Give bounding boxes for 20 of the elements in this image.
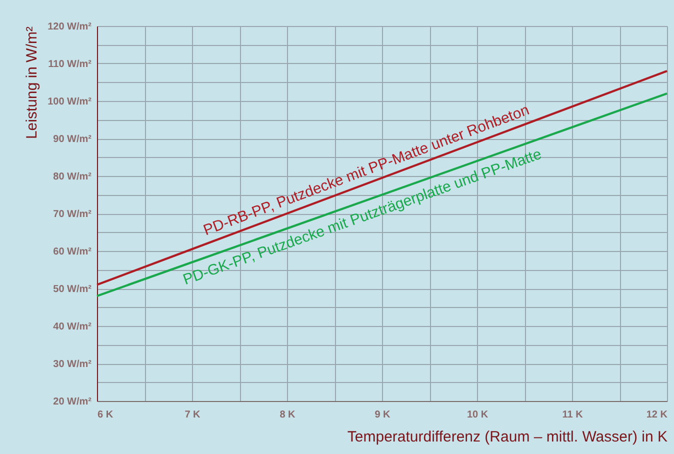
y-tick-label: 120 W/m²	[48, 22, 92, 32]
y-tick-label: 80 W/m²	[53, 172, 92, 182]
x-axis-title: Temperaturdifferenz (Raum – mittl. Wasser) in K	[347, 428, 668, 446]
x-tick-label: 12 K	[646, 410, 668, 420]
x-tick-label: 10 K	[466, 410, 489, 420]
y-tick-label: 60 W/m²	[53, 246, 92, 258]
x-tick-label: 11 K	[562, 410, 584, 420]
y-tick-label: 50 W/m²	[53, 284, 92, 295]
y-tick-label: 110 W/m²	[48, 59, 92, 70]
y-tick-label: 30 W/m²	[53, 359, 92, 370]
x-tick-label: 7 K	[184, 410, 202, 420]
y-axis-title: Leistung in W/m²	[24, 26, 41, 140]
y-tick-label: 40 W/m²	[53, 322, 92, 332]
y-tick-label: 20 W/m²	[53, 396, 92, 408]
x-tick-label: 8 K	[280, 410, 296, 420]
x-tick-label: 9 K	[374, 410, 392, 420]
y-tick-label: 90 W/m²	[53, 134, 92, 145]
y-tick-label: 70 W/m²	[53, 209, 92, 220]
y-tick-label: 100 W/m²	[48, 96, 92, 108]
x-tick-label: 6 K	[98, 410, 114, 420]
